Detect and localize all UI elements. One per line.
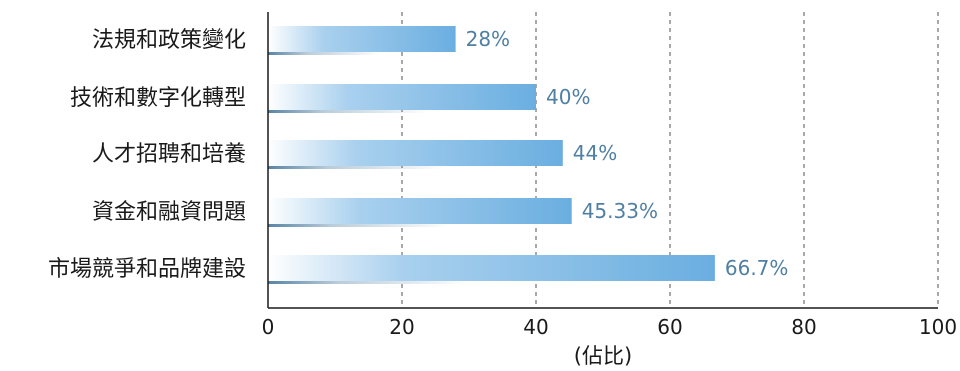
x-tick-label-20: 20 [389,315,414,339]
labels: 0 20 40 60 80 100 28% 法規和政策變化 40% 技術和數字化轉型 44% 人才招聘… [48,27,957,339]
category-label-0: 法規和政策變化 [92,28,246,53]
x-tick-label-0: 0 [262,315,275,339]
bar-2 [268,140,563,166]
bar-0 [268,26,456,52]
bar-4 [268,255,715,281]
x-tick-label-40: 40 [523,315,548,339]
data-label-4: 66.7% [725,256,789,280]
data-label-2: 44% [573,141,617,165]
data-label-1: 40% [546,85,590,109]
category-label-4: 市場競爭和品牌建設 [48,257,246,282]
bars [268,26,715,284]
data-label-0: 28% [466,27,510,51]
bar-1 [268,84,536,110]
x-tick-label-100: 100 [919,315,957,339]
category-label-2: 人才招聘和培養 [92,142,246,167]
category-label-3: 資金和融資問題 [92,200,246,225]
x-tick-label-60: 60 [657,315,682,339]
x-tick-label-80: 80 [791,315,816,339]
bar-3 [268,198,572,224]
x-axis-title: (佔比) [574,344,632,368]
axes [267,12,938,309]
category-label-1: 技術和數字化轉型 [70,86,246,111]
data-label-3: 45.33% [582,199,658,223]
